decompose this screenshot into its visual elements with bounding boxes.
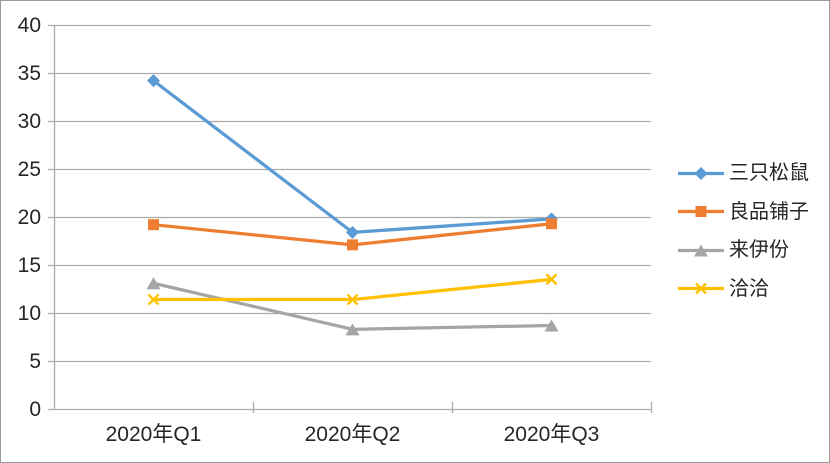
- diamond-icon: [694, 166, 708, 180]
- x-tick-label: 2020年Q2: [305, 423, 401, 446]
- data-point-x: [147, 293, 160, 306]
- series-line: [151, 79, 554, 234]
- y-tick-label: 10: [18, 302, 41, 325]
- data-point-triangle: [345, 323, 360, 336]
- x-tick-label: 2020年Q3: [504, 423, 600, 446]
- y-tick-label: 5: [29, 350, 41, 373]
- legend-item-laiyifen: 来伊份: [678, 231, 809, 270]
- y-tick-label: 20: [18, 206, 41, 229]
- legend-marker-x-icon: [678, 282, 724, 295]
- data-point-diamond: [346, 225, 359, 239]
- legend: 三只松鼠 良品铺子 来伊份 洽洽: [678, 154, 809, 308]
- y-tick-label: 25: [18, 158, 41, 181]
- data-point-x: [346, 293, 359, 306]
- triangle-icon: [694, 244, 708, 257]
- series-line: [151, 281, 554, 331]
- data-point-square: [347, 239, 358, 251]
- y-tick-label: 0: [29, 398, 41, 421]
- legend-marker-square-icon: [678, 206, 724, 218]
- legend-marker-diamond-icon: [678, 166, 724, 180]
- data-point-triangle: [544, 319, 559, 332]
- data-point-square: [148, 219, 159, 231]
- y-tick-label: 35: [18, 62, 41, 85]
- data-point-square: [546, 218, 557, 230]
- legend-label: 三只松鼠: [729, 162, 809, 185]
- y-tick-label: 30: [18, 110, 41, 133]
- legend-item-sanzhisongshu: 三只松鼠: [678, 154, 809, 193]
- y-tick-label: 40: [18, 14, 41, 37]
- x-tick-label: 2020年Q1: [106, 423, 202, 446]
- data-point-triangle: [146, 277, 161, 290]
- square-icon: [695, 206, 707, 218]
- data-point-diamond: [147, 74, 160, 88]
- legend-label: 洽洽: [729, 277, 769, 300]
- data-point-x: [545, 273, 558, 286]
- y-tick-label: 15: [18, 254, 41, 277]
- x-icon: [695, 282, 707, 295]
- legend-label: 来伊份: [729, 239, 789, 262]
- legend-marker-triangle-icon: [678, 244, 724, 257]
- legend-label: 良品铺子: [729, 200, 809, 223]
- legend-item-qiaqia: 洽洽: [678, 270, 809, 309]
- legend-item-liangpinpuzi: 良品铺子: [678, 193, 809, 232]
